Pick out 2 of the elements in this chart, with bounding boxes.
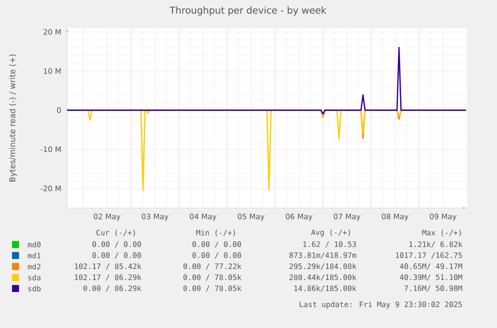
line-series	[66, 46, 467, 115]
chart-title: Throughput per device - by week	[170, 6, 326, 16]
